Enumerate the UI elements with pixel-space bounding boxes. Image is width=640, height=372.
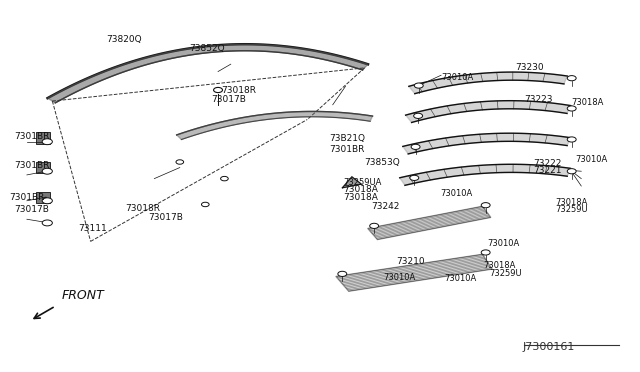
Text: 73010A: 73010A bbox=[444, 274, 477, 283]
Circle shape bbox=[338, 271, 347, 276]
Circle shape bbox=[214, 87, 223, 93]
Text: FRONT: FRONT bbox=[62, 289, 105, 302]
Circle shape bbox=[414, 83, 423, 88]
Text: 73010A: 73010A bbox=[487, 240, 519, 248]
Circle shape bbox=[411, 144, 420, 150]
Polygon shape bbox=[336, 254, 492, 291]
Text: 73018A: 73018A bbox=[556, 198, 588, 207]
Text: 73259U: 73259U bbox=[556, 205, 588, 215]
Circle shape bbox=[567, 106, 576, 111]
Text: 73017B: 73017B bbox=[148, 213, 183, 222]
Polygon shape bbox=[342, 177, 362, 188]
Text: 73820Q: 73820Q bbox=[106, 35, 142, 44]
Text: 7301BR-: 7301BR- bbox=[10, 193, 48, 202]
Circle shape bbox=[42, 198, 52, 204]
FancyBboxPatch shape bbox=[36, 132, 51, 144]
Text: 73223: 73223 bbox=[524, 95, 552, 104]
Text: 73018R: 73018R bbox=[221, 86, 256, 94]
Text: 73221: 73221 bbox=[534, 166, 562, 174]
Text: 73222: 73222 bbox=[534, 158, 562, 168]
Text: 73242: 73242 bbox=[371, 202, 399, 211]
Circle shape bbox=[176, 160, 184, 164]
Text: 73017B: 73017B bbox=[212, 95, 246, 104]
Text: 73230: 73230 bbox=[516, 63, 544, 72]
Circle shape bbox=[370, 223, 379, 228]
Text: 73259U: 73259U bbox=[489, 269, 522, 278]
Circle shape bbox=[481, 250, 490, 255]
Polygon shape bbox=[406, 101, 571, 122]
Circle shape bbox=[413, 113, 422, 118]
Circle shape bbox=[567, 137, 576, 142]
Circle shape bbox=[410, 175, 419, 180]
Circle shape bbox=[202, 202, 209, 207]
Polygon shape bbox=[400, 164, 570, 185]
Circle shape bbox=[42, 168, 52, 174]
Text: 73018A: 73018A bbox=[344, 193, 378, 202]
Text: 73111: 73111 bbox=[78, 224, 107, 233]
Polygon shape bbox=[177, 112, 372, 140]
Polygon shape bbox=[403, 133, 571, 154]
Text: 73852Q: 73852Q bbox=[189, 44, 225, 53]
Circle shape bbox=[42, 139, 52, 145]
Text: 73010A: 73010A bbox=[441, 73, 474, 81]
Text: 73210: 73210 bbox=[396, 257, 425, 266]
Text: 73018A: 73018A bbox=[483, 261, 515, 270]
Text: 7301BR: 7301BR bbox=[14, 161, 49, 170]
Polygon shape bbox=[368, 206, 491, 240]
Circle shape bbox=[481, 203, 490, 208]
Text: 73010A: 73010A bbox=[384, 273, 416, 282]
Text: 7301BR: 7301BR bbox=[14, 132, 49, 141]
Text: 73018A: 73018A bbox=[344, 185, 378, 194]
Text: 7301BR: 7301BR bbox=[330, 145, 365, 154]
Circle shape bbox=[221, 176, 228, 181]
FancyBboxPatch shape bbox=[36, 192, 51, 203]
Text: 73B21Q: 73B21Q bbox=[330, 134, 365, 142]
Text: 73853Q: 73853Q bbox=[365, 157, 401, 167]
Circle shape bbox=[567, 76, 576, 81]
Text: 73018R: 73018R bbox=[125, 203, 161, 213]
FancyBboxPatch shape bbox=[36, 162, 51, 173]
Text: 73010A: 73010A bbox=[440, 189, 472, 198]
Circle shape bbox=[42, 220, 52, 226]
Text: 73018A: 73018A bbox=[572, 99, 604, 108]
Text: J7300161: J7300161 bbox=[522, 342, 575, 352]
Polygon shape bbox=[409, 72, 567, 94]
Text: 73259UA: 73259UA bbox=[344, 178, 382, 187]
Text: 73017B: 73017B bbox=[14, 205, 49, 215]
Text: 73010A: 73010A bbox=[575, 154, 607, 164]
Circle shape bbox=[567, 169, 576, 174]
Polygon shape bbox=[47, 44, 368, 103]
